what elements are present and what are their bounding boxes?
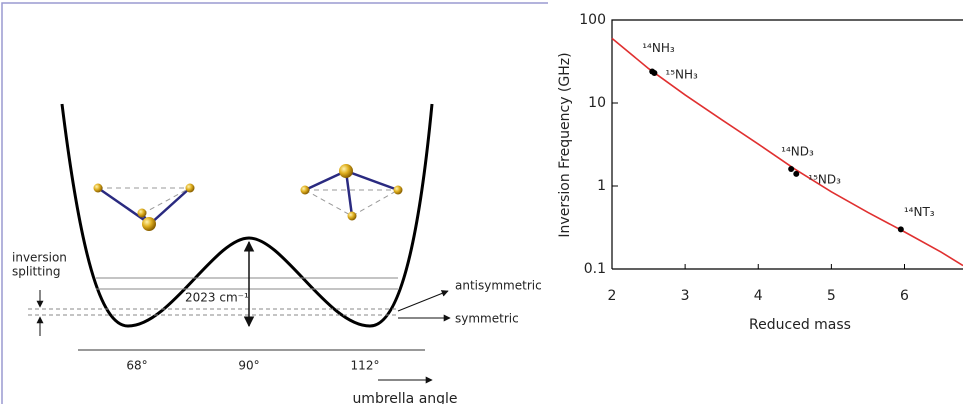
x-tick-label: 6	[900, 288, 909, 304]
point	[897, 226, 904, 233]
molecule	[93, 183, 195, 231]
y-tick-label: 10	[588, 95, 606, 111]
axis-label: umbrella angle	[352, 391, 457, 404]
point	[651, 69, 658, 76]
label: symmetric	[455, 312, 519, 326]
arrow	[397, 290, 449, 312]
x-axis-title: Reduced mass	[749, 317, 851, 333]
angle-label: 68°	[126, 359, 147, 373]
molecule	[300, 164, 403, 221]
x-tick-label: 2	[608, 288, 617, 304]
label: splitting	[12, 265, 61, 279]
label: antisymmetric	[455, 279, 542, 293]
fit-curve	[611, 37, 963, 267]
point-label: ¹⁴ND₃	[781, 145, 814, 159]
x-tick-label: 4	[754, 288, 763, 304]
potential-curve	[60, 103, 434, 328]
y-axis-title: Inversion Frequency (GHz)	[557, 52, 573, 237]
point-label: ¹⁵NH₃	[665, 67, 698, 81]
point	[788, 166, 795, 173]
x-tick-label: 3	[681, 288, 690, 304]
point-label: ¹⁴NT₃	[904, 205, 935, 219]
angle-label: 90°	[238, 359, 259, 373]
y-tick-label: 1	[597, 178, 606, 194]
barrier-label: 2023 cm⁻¹	[185, 291, 249, 305]
y-tick-label: 0.1	[584, 261, 606, 277]
angle-label: 112°	[351, 359, 380, 373]
point-label: ¹⁴NH₃	[642, 41, 675, 55]
y-tick-label: 100	[579, 12, 606, 28]
point	[793, 170, 800, 177]
point-label: ¹⁵ND₃	[808, 172, 841, 186]
panel-border	[1, 2, 548, 404]
x-tick-label: 5	[827, 288, 836, 304]
label: inversion	[12, 251, 67, 265]
